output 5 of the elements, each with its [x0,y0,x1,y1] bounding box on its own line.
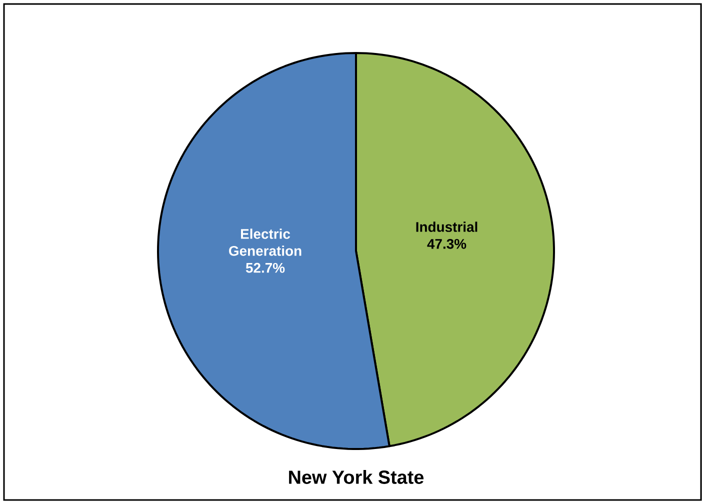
text: New York State [289,470,424,484]
data-label: 52.7% [246,262,285,273]
slice-label: Industrial [416,222,478,232]
slice-label: Electric Generation [229,228,302,256]
data-label: 47.3% [427,238,466,249]
